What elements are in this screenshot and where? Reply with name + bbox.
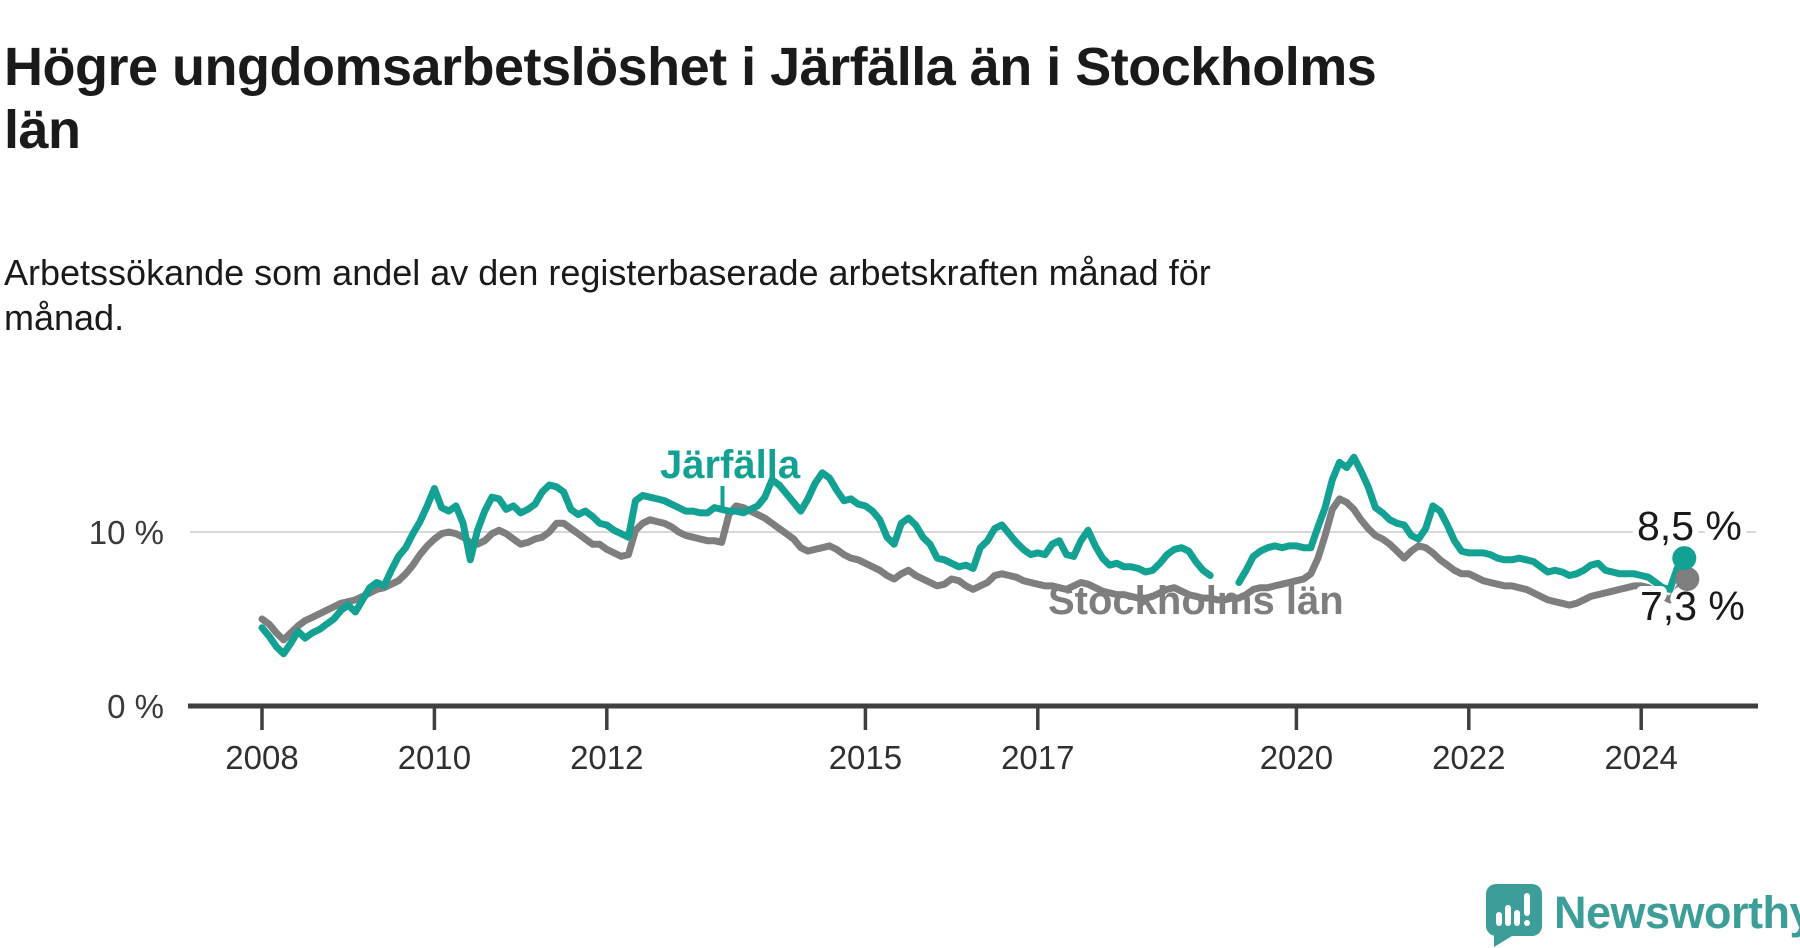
- x-tick-label-2017: 2017: [1001, 739, 1074, 776]
- y-axis-label-0: 0 %: [107, 688, 164, 725]
- series-line-stockholms-lan: [258, 495, 1688, 644]
- end-value-label-stockholms-lan: 7,3 %: [1640, 583, 1745, 629]
- logo-bar-2: [1505, 905, 1511, 926]
- y-axis-label-10: 10 %: [89, 514, 164, 551]
- logo-exclamation-dot: [1524, 920, 1530, 926]
- x-tick-label-2024: 2024: [1604, 739, 1677, 776]
- end-value-label-jarfalla: 8,5 %: [1637, 503, 1742, 549]
- logo-exclamation-bar: [1524, 893, 1530, 916]
- x-tick-label-2012: 2012: [570, 739, 643, 776]
- series-label-stockholms-lan: Stockholms län: [1048, 579, 1344, 623]
- newsworthy-logo: Newsworthy: [1486, 884, 1800, 947]
- x-tick-label-2022: 2022: [1432, 739, 1505, 776]
- logo-bar-1: [1496, 912, 1502, 926]
- logo-bar-3: [1514, 910, 1520, 926]
- newsworthy-logo-text: Newsworthy: [1554, 887, 1800, 938]
- page-title: Högre ungdomsarbetslöshet i Järfälla än …: [4, 37, 1377, 161]
- series-line-jarfalla: [258, 453, 1688, 658]
- x-tick-label-2020: 2020: [1260, 739, 1333, 776]
- newsworthy-speech-bubble-bar-chart-icon: [1486, 884, 1542, 947]
- end-dot-stockholms-lan: [1675, 567, 1700, 591]
- x-tick-label-2010: 2010: [398, 739, 471, 776]
- end-dot-jarfalla: [1672, 546, 1697, 571]
- series-label-jarfalla: Järfälla: [660, 443, 801, 487]
- x-tick-label-2008: 2008: [225, 739, 298, 776]
- chart-subtitle: Arbetssökande som andel av den registerb…: [4, 252, 1211, 339]
- x-tick-label-2015: 2015: [829, 739, 902, 776]
